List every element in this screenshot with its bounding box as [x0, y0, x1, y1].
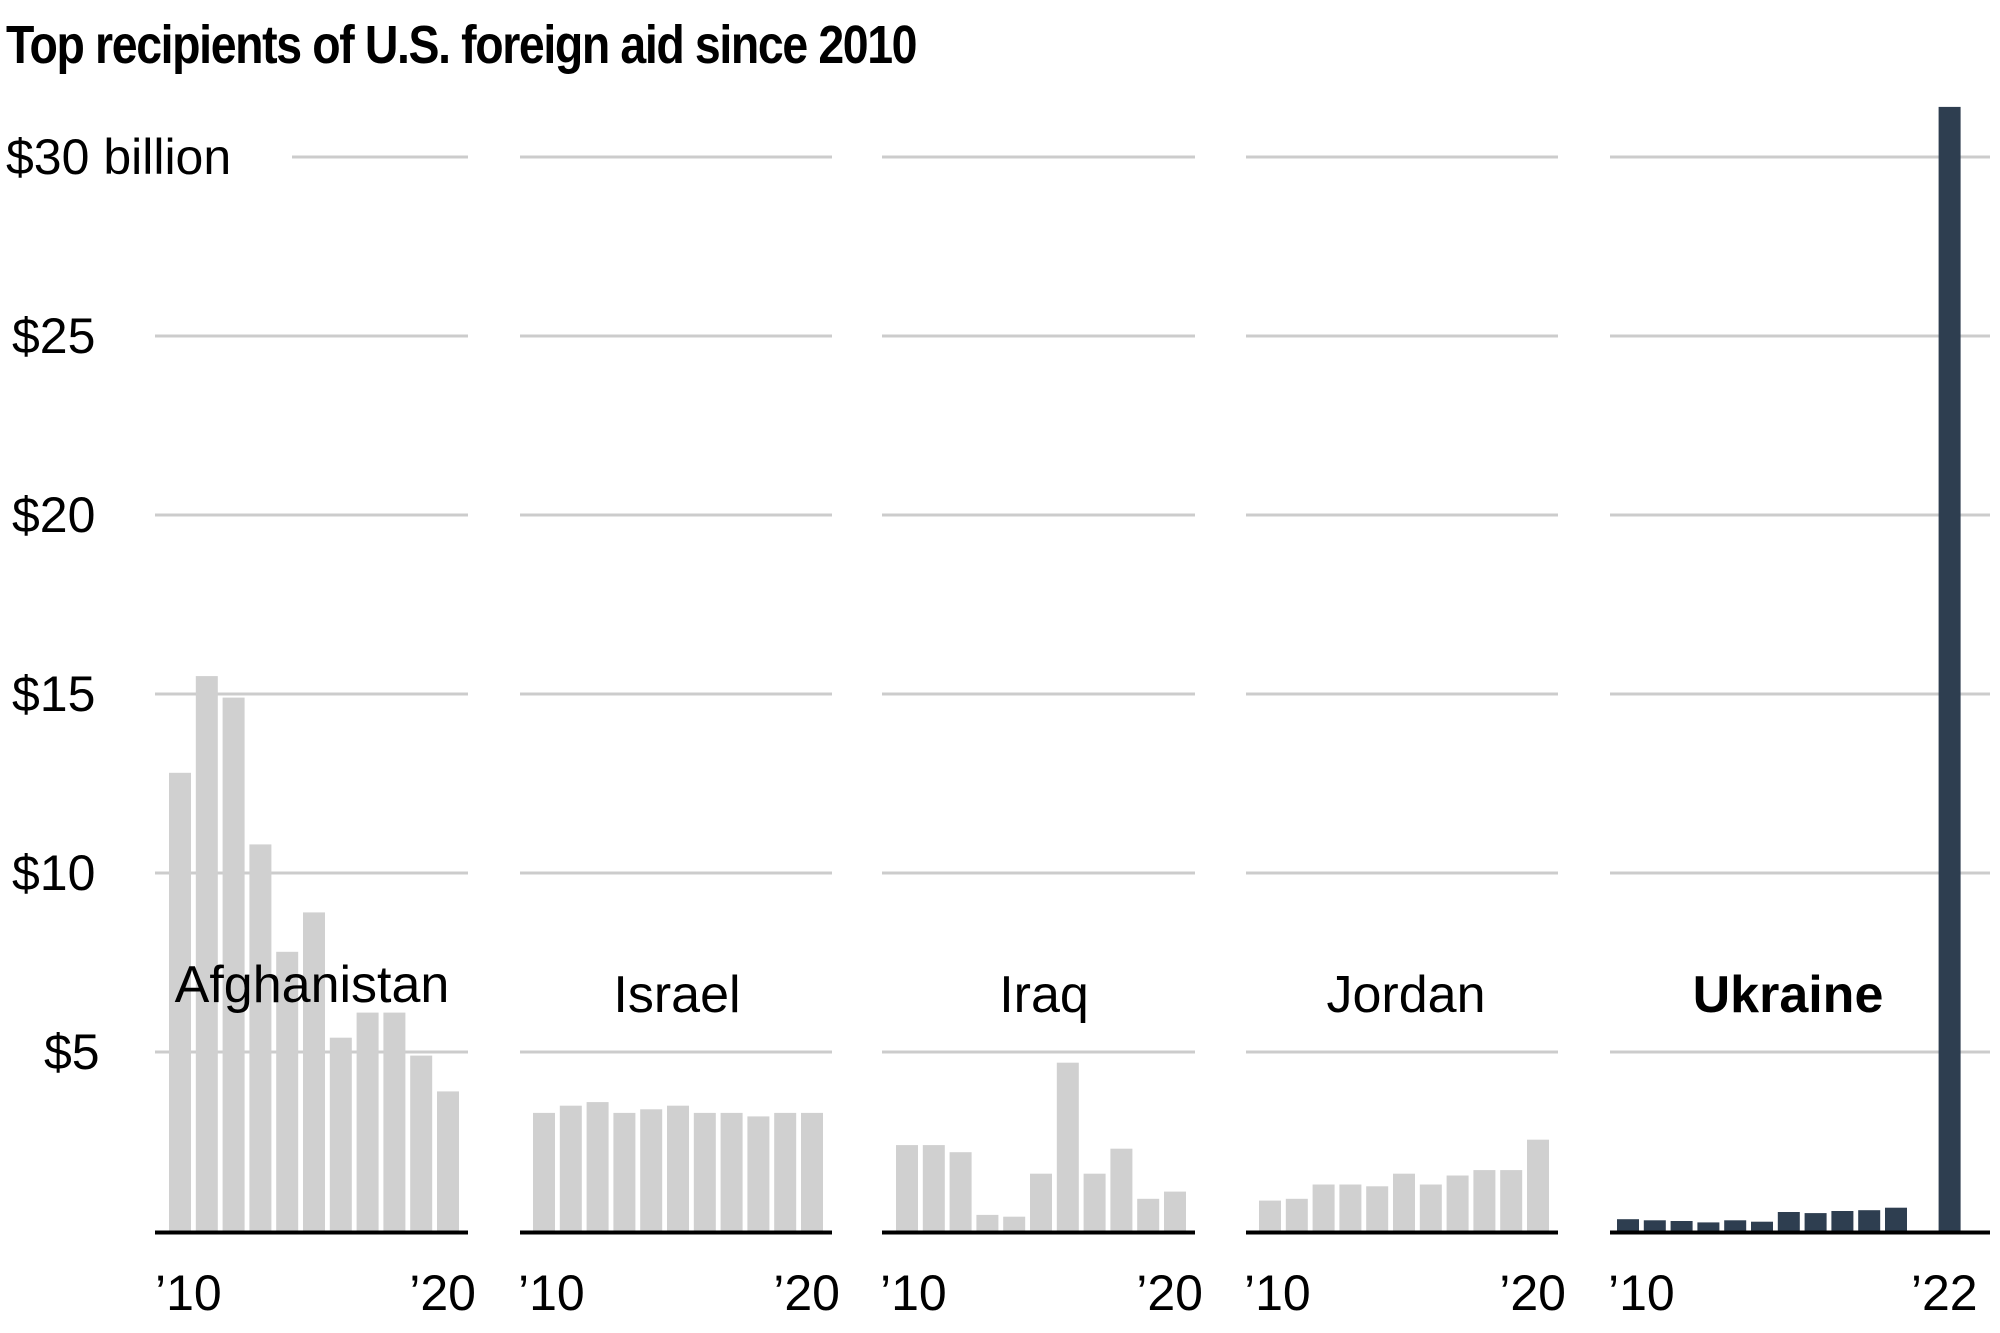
panel-label: Israel	[613, 966, 740, 1024]
bar-afghanistan-2010	[169, 772, 191, 1231]
x-tick-label-start: ’10	[880, 1265, 947, 1321]
bar-jordan-2012	[1312, 1184, 1335, 1231]
bar-ukraine-2019	[1858, 1210, 1881, 1231]
bar-ukraine-2015	[1751, 1221, 1773, 1231]
bar-iraq-2020	[1164, 1191, 1186, 1231]
bar-afghanistan-2015	[303, 912, 325, 1231]
bar-jordan-2014	[1366, 1186, 1389, 1232]
bar-iraq-2011	[922, 1145, 945, 1231]
bar-afghanistan-2013	[249, 844, 272, 1231]
bar-ukraine-2017	[1804, 1213, 1827, 1231]
y-axis-ticks: $30 billion $25 $20 $15 $10 $5	[6, 129, 231, 1080]
bar-israel-2010	[533, 1112, 555, 1231]
bar-ukraine-2014	[1724, 1220, 1747, 1231]
x-tick-label-end: ’20	[773, 1265, 840, 1321]
panel-label: Ukraine	[1693, 966, 1884, 1024]
bar-afghanistan-2019	[410, 1055, 433, 1231]
bar-iraq-2015	[1030, 1173, 1052, 1231]
x-tick-label-end: ’20	[409, 1265, 476, 1321]
bar-ukraine-2012	[1670, 1221, 1693, 1231]
y-tick-label: $20	[12, 487, 95, 543]
panel-label: Afghanistan	[175, 956, 450, 1014]
x-tick-label-end: ’22	[1911, 1265, 1978, 1321]
panel-afghanistan: Afghanistan ’10 ’20	[155, 676, 476, 1321]
bar-israel-2018	[747, 1116, 770, 1231]
bar-israel-2012	[586, 1102, 609, 1231]
y-tick-label: $5	[44, 1024, 100, 1080]
bar-israel-2017	[720, 1112, 743, 1231]
x-tick-label-end: ’20	[1136, 1265, 1203, 1321]
y-tick-label: $15	[12, 666, 95, 722]
bar-jordan-2011	[1285, 1198, 1308, 1231]
panel-label: Jordan	[1327, 966, 1486, 1024]
bar-jordan-2018	[1473, 1170, 1496, 1231]
bar-jordan-2015	[1393, 1173, 1415, 1231]
bar-jordan-2016	[1419, 1184, 1442, 1231]
bar-ukraine-2010	[1617, 1219, 1639, 1231]
bar-ukraine-2011	[1643, 1220, 1666, 1231]
bar-afghanistan-2018	[383, 1012, 406, 1231]
panels: Afghanistan’10’20Israel’10’20Iraq’10’20J…	[155, 106, 1990, 1321]
bar-afghanistan-2011	[195, 676, 218, 1231]
bar-jordan-2019	[1500, 1170, 1523, 1231]
bar-israel-2016	[693, 1112, 716, 1231]
bar-israel-2015	[667, 1105, 689, 1231]
bar-ukraine-2022	[1938, 106, 1961, 1231]
bar-afghanistan-2017	[356, 1012, 379, 1231]
gridlines	[155, 155, 1990, 1054]
y-tick-label: $25	[12, 308, 95, 364]
bar-ukraine-2013	[1697, 1222, 1720, 1231]
bar-jordan-2013	[1339, 1184, 1362, 1231]
bar-afghanistan-2012	[222, 697, 245, 1231]
bar-iraq-2017	[1083, 1173, 1106, 1231]
bar-iraq-2012	[949, 1152, 972, 1231]
bar-iraq-2013	[976, 1214, 999, 1231]
bar-jordan-2010	[1259, 1200, 1281, 1231]
bar-israel-2014	[640, 1109, 663, 1231]
x-tick-label-start: ’10	[1608, 1265, 1675, 1321]
x-tick-label-end: ’20	[1499, 1265, 1566, 1321]
bar-ukraine-2020	[1885, 1207, 1907, 1231]
bar-israel-2011	[559, 1105, 582, 1231]
y-tick-label: $30 billion	[6, 129, 231, 185]
panel-iraq: Iraq ’10 ’20	[880, 966, 1203, 1321]
bar-iraq-2018	[1110, 1148, 1133, 1231]
bar-jordan-2017	[1446, 1175, 1469, 1231]
panel-label: Iraq	[999, 966, 1089, 1024]
chart-title: Top recipients of U.S. foreign aid since…	[6, 15, 918, 75]
bar-ukraine-2018	[1831, 1211, 1854, 1231]
bar-jordan-2020	[1527, 1139, 1549, 1231]
bar-iraq-2014	[1003, 1216, 1026, 1231]
bar-israel-2020	[801, 1112, 823, 1231]
y-tick-label: $10	[12, 845, 95, 901]
bar-afghanistan-2016	[329, 1037, 352, 1231]
bar-afghanistan-2020	[437, 1091, 459, 1231]
bar-ukraine-2016	[1777, 1212, 1800, 1231]
x-tick-label-start: ’10	[155, 1265, 222, 1321]
panel-israel: Israel ’10 ’20	[518, 966, 840, 1321]
bar-iraq-2019	[1137, 1198, 1160, 1231]
bar-israel-2013	[613, 1112, 636, 1231]
bar-afghanistan-2014	[276, 951, 299, 1231]
x-tick-label-start: ’10	[1244, 1265, 1311, 1321]
bar-iraq-2016	[1056, 1062, 1079, 1231]
panel-jordan: Jordan ’10 ’20	[1244, 966, 1566, 1321]
bar-israel-2019	[774, 1112, 797, 1231]
bar-iraq-2010	[896, 1145, 918, 1231]
panel-ukraine: Ukraine ’10 ’22	[1608, 106, 1990, 1321]
x-tick-label-start: ’10	[518, 1265, 585, 1321]
